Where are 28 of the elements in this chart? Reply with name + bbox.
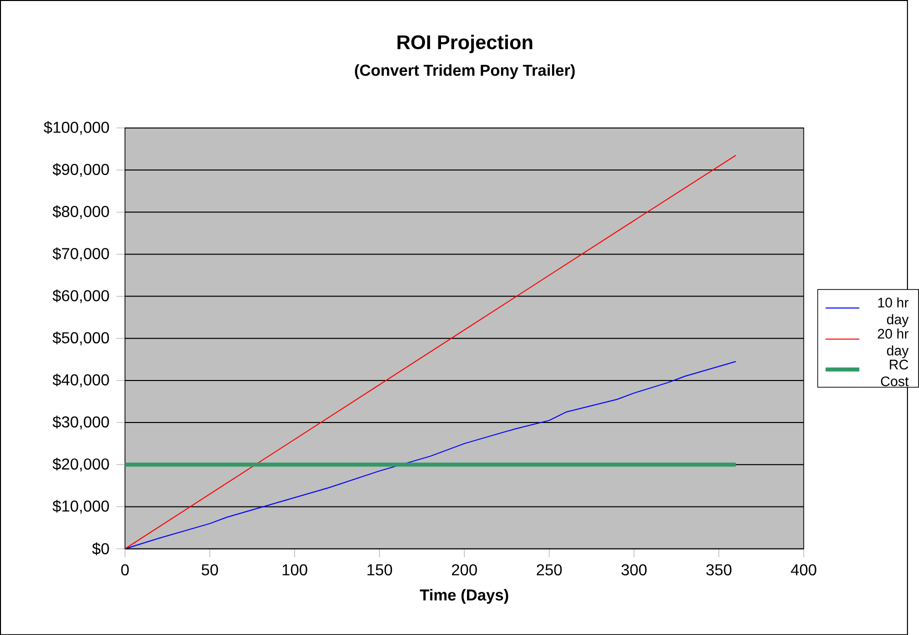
x-tick-label: 300 — [621, 564, 647, 576]
line-series — [124, 360, 736, 549]
x-tick-label: 100 — [282, 564, 308, 576]
x-tick-label: 400 — [790, 564, 816, 576]
x-tick-label: 350 — [706, 564, 732, 576]
y-tick-label: $0 — [92, 542, 109, 556]
y-tick-label: $30,000 — [52, 416, 109, 430]
legend-label: RC Cost — [880, 360, 909, 386]
x-tick-label: 50 — [202, 564, 218, 576]
line-series — [124, 154, 736, 549]
y-tick-label: $100,000 — [44, 120, 109, 135]
y-tick-label: $80,000 — [52, 205, 109, 219]
x-tick-label: 250 — [536, 564, 562, 576]
y-tick-label: $70,000 — [52, 247, 109, 261]
y-tick-label: $60,000 — [52, 289, 109, 304]
x-tick-label: 150 — [368, 564, 392, 576]
y-tick-label: $40,000 — [52, 373, 109, 388]
x-tick-label: 200 — [452, 564, 477, 576]
chart-subtitle: (Convert Tridem Pony Trailer) — [354, 64, 575, 79]
legend-label: 20 hr day — [878, 328, 909, 358]
chart-title: ROI Projection — [398, 34, 532, 54]
x-axis-title: Time (Days) — [420, 588, 508, 604]
y-tick-label: $50,000 — [52, 331, 109, 346]
x-tick-label: 0 — [121, 564, 129, 576]
y-tick-label: $90,000 — [52, 163, 109, 177]
y-tick-label: $20,000 — [52, 458, 109, 472]
legend-label: 10 hr day — [878, 297, 909, 327]
y-tick-label: $10,000 — [52, 500, 109, 514]
